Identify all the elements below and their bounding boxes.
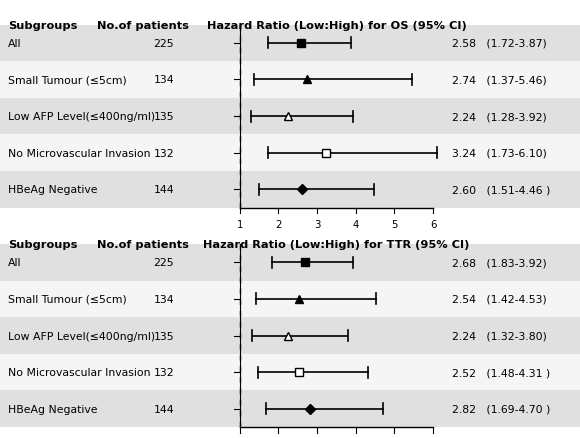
- Bar: [0, 25, 580, 62]
- Text: Low AFP Level(≤400ng/ml): Low AFP Level(≤400ng/ml): [8, 331, 155, 341]
- Text: 2.52   (1.48-4.31 ): 2.52 (1.48-4.31 ): [452, 367, 550, 377]
- Text: Subgroups: Subgroups: [8, 240, 77, 250]
- Text: All: All: [8, 258, 21, 268]
- Text: 144: 144: [153, 185, 174, 195]
- Text: 135: 135: [153, 331, 174, 341]
- Text: 2.82   (1.69-4.70 ): 2.82 (1.69-4.70 ): [452, 404, 551, 414]
- Text: 132: 132: [153, 367, 174, 377]
- Text: 6: 6: [430, 220, 436, 230]
- Text: 135: 135: [153, 112, 174, 122]
- Text: No.of patients: No.of patients: [97, 240, 189, 250]
- Text: 144: 144: [153, 404, 174, 414]
- Text: 2.54   (1.42-4.53): 2.54 (1.42-4.53): [452, 294, 547, 304]
- Text: 2.58   (1.72-3.87): 2.58 (1.72-3.87): [452, 39, 547, 49]
- Text: 2.24   (1.32-3.80): 2.24 (1.32-3.80): [452, 331, 548, 341]
- Text: HBeAg Negative: HBeAg Negative: [8, 185, 97, 195]
- Text: Hazard Ratio (Low:High) for OS (95% CI): Hazard Ratio (Low:High) for OS (95% CI): [206, 21, 466, 31]
- Text: No.of patients: No.of patients: [97, 21, 189, 31]
- Bar: [0, 318, 580, 354]
- Text: All: All: [8, 39, 21, 49]
- Text: 225: 225: [153, 39, 174, 49]
- Bar: [0, 172, 580, 208]
- Text: HBeAg Negative: HBeAg Negative: [8, 404, 97, 414]
- Bar: [0, 244, 580, 281]
- Text: Small Tumour (≤5cm): Small Tumour (≤5cm): [8, 75, 126, 85]
- Text: Subgroups: Subgroups: [8, 21, 77, 31]
- Text: Small Tumour (≤5cm): Small Tumour (≤5cm): [8, 294, 126, 304]
- Text: 225: 225: [153, 258, 174, 268]
- Text: 1: 1: [237, 220, 243, 230]
- Text: 2.68   (1.83-3.92): 2.68 (1.83-3.92): [452, 258, 547, 268]
- Bar: [0, 354, 580, 391]
- Text: 4: 4: [353, 220, 359, 230]
- Text: 2.74   (1.37-5.46): 2.74 (1.37-5.46): [452, 75, 547, 85]
- Bar: [0, 135, 580, 172]
- Bar: [0, 281, 580, 318]
- Text: 3.24   (1.73-6.10): 3.24 (1.73-6.10): [452, 148, 548, 158]
- Bar: [0, 99, 580, 135]
- Text: 2: 2: [276, 220, 281, 230]
- Text: 5: 5: [391, 220, 398, 230]
- Bar: [0, 62, 580, 99]
- Text: 3: 3: [314, 220, 320, 230]
- Text: No Microvascular Invasion: No Microvascular Invasion: [8, 148, 150, 158]
- Text: 134: 134: [153, 75, 174, 85]
- Text: 132: 132: [153, 148, 174, 158]
- Text: 2.60   (1.51-4.46 ): 2.60 (1.51-4.46 ): [452, 185, 551, 195]
- Text: 134: 134: [153, 294, 174, 304]
- Bar: [0, 391, 580, 427]
- Text: No Microvascular Invasion: No Microvascular Invasion: [8, 367, 150, 377]
- Text: Low AFP Level(≤400ng/ml): Low AFP Level(≤400ng/ml): [8, 112, 155, 122]
- Text: 2.24   (1.28-3.92): 2.24 (1.28-3.92): [452, 112, 547, 122]
- Text: Hazard Ratio (Low:High) for TTR (95% CI): Hazard Ratio (Low:High) for TTR (95% CI): [203, 240, 470, 250]
